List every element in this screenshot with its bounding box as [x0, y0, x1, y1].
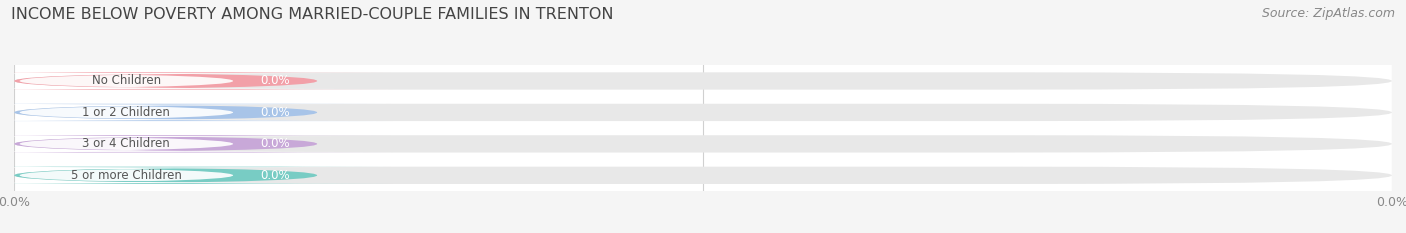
FancyBboxPatch shape	[0, 73, 364, 89]
Text: 0.0%: 0.0%	[260, 75, 290, 87]
FancyBboxPatch shape	[0, 168, 364, 183]
Text: 3 or 4 Children: 3 or 4 Children	[83, 137, 170, 150]
Text: Source: ZipAtlas.com: Source: ZipAtlas.com	[1261, 7, 1395, 20]
FancyBboxPatch shape	[0, 135, 394, 153]
FancyBboxPatch shape	[0, 167, 394, 184]
FancyBboxPatch shape	[0, 105, 364, 120]
Text: INCOME BELOW POVERTY AMONG MARRIED-COUPLE FAMILIES IN TRENTON: INCOME BELOW POVERTY AMONG MARRIED-COUPL…	[11, 7, 614, 22]
FancyBboxPatch shape	[14, 167, 1392, 184]
Text: No Children: No Children	[91, 75, 160, 87]
FancyBboxPatch shape	[14, 135, 1392, 153]
Text: 5 or more Children: 5 or more Children	[70, 169, 181, 182]
FancyBboxPatch shape	[14, 72, 1392, 90]
Text: 1 or 2 Children: 1 or 2 Children	[83, 106, 170, 119]
FancyBboxPatch shape	[0, 136, 364, 152]
Text: 0.0%: 0.0%	[260, 137, 290, 150]
Text: 0.0%: 0.0%	[260, 169, 290, 182]
FancyBboxPatch shape	[14, 104, 1392, 121]
FancyBboxPatch shape	[0, 72, 394, 90]
Text: 0.0%: 0.0%	[260, 106, 290, 119]
FancyBboxPatch shape	[0, 104, 394, 121]
